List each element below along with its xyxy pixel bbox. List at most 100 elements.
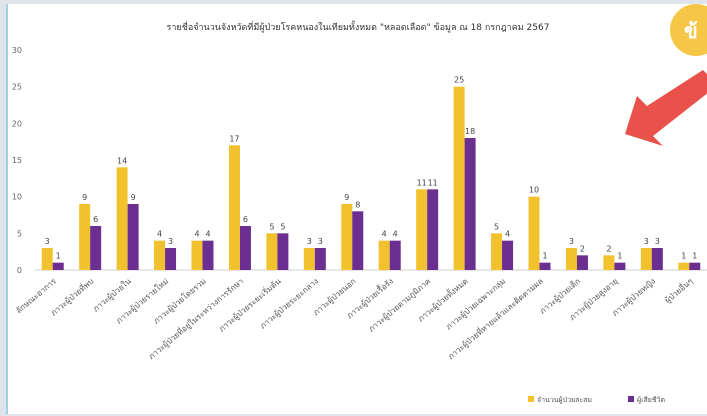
bar-series-2 (427, 189, 439, 270)
legend-swatch (628, 396, 634, 402)
data-label: 2 (606, 244, 611, 253)
chart-panel: รายชื่อจำนวนจังหวัดที่มีผู้ป่วยโรคหนองใน… (6, 4, 707, 414)
x-tick-label: ภาวะผู้ป่วยระยะเริ่มต้น (216, 275, 284, 335)
data-label: 4 (382, 230, 387, 239)
bar-series-1 (79, 204, 91, 270)
data-label: 3 (644, 237, 649, 246)
bar-series-2 (614, 262, 626, 270)
legend: จำนวนผู้ป่วยสะสม ผู้เสียชีวิต (528, 396, 666, 404)
data-label: 4 (205, 230, 210, 239)
bar-series-2 (127, 204, 139, 270)
bar-series-2 (689, 262, 701, 270)
data-label: 5 (280, 222, 285, 231)
data-label: 11 (428, 178, 438, 187)
data-label: 9 (131, 193, 136, 202)
bar-series-2 (352, 211, 364, 270)
y-tick-label: 0 (17, 266, 22, 275)
bar-series-2 (277, 233, 289, 270)
bar-series-1 (154, 240, 166, 270)
bar-series-2 (165, 248, 177, 270)
bar-series-2 (314, 248, 326, 270)
bar-series-1 (191, 240, 203, 270)
bar-series-1 (678, 262, 690, 270)
x-tick-label: ผู้ป่วยอื่นๆ (662, 275, 695, 306)
badge-text: ข้ (684, 19, 698, 43)
data-label: 3 (318, 237, 323, 246)
legend-swatch (528, 396, 534, 402)
y-tick-label: 20 (12, 119, 22, 128)
pointer-arrow-icon (625, 70, 707, 146)
bar-series-1 (528, 196, 540, 270)
data-label: 3 (45, 237, 50, 246)
data-label: 3 (307, 237, 312, 246)
bar-series-1 (303, 248, 315, 270)
data-label: 1 (56, 252, 61, 261)
data-label: 4 (194, 230, 199, 239)
bar-series-2 (502, 240, 514, 270)
data-label: 5 (494, 222, 499, 231)
data-label: 4 (393, 230, 398, 239)
bar-series-1 (640, 248, 652, 270)
data-label: 1 (681, 252, 686, 261)
y-tick-label: 10 (12, 193, 22, 202)
data-label: 4 (157, 230, 162, 239)
bar-series-1 (453, 86, 465, 271)
bar-series-2 (202, 240, 214, 270)
data-label: 3 (168, 237, 173, 246)
bar-series-2 (651, 248, 663, 270)
bar-series-1 (416, 189, 428, 270)
bar-series-1 (378, 240, 390, 270)
y-tick-label: 5 (17, 229, 22, 238)
data-label: 1 (542, 252, 547, 261)
y-tick-label: 30 (12, 46, 22, 55)
bar-series-1 (41, 248, 53, 270)
data-label: 10 (529, 186, 539, 195)
data-label: 14 (117, 156, 127, 165)
bar-series-2 (539, 262, 551, 270)
bar-series-2 (52, 262, 64, 270)
legend-label: ผู้เสียชีวิต (637, 396, 666, 404)
data-label: 8 (355, 200, 360, 209)
bar-series-2 (464, 138, 476, 270)
arrow-icon (625, 70, 707, 146)
data-label: 3 (655, 237, 660, 246)
bar-chart: รายชื่อจำนวนจังหวัดที่มีผู้ป่วยโรคหนองใน… (12, 4, 707, 404)
data-label: 9 (82, 193, 87, 202)
bar-series-2 (389, 240, 401, 270)
bar-series-1 (565, 248, 577, 270)
bar-series-1 (341, 204, 353, 270)
data-label: 11 (417, 178, 427, 187)
category-labels: ลักษณะอาการภาวะผู้ป่วยที่พบภาวะผู้ป่วยใน… (14, 275, 695, 362)
bar-series-1 (228, 145, 240, 270)
data-label: 18 (465, 127, 475, 136)
bar-series-2 (576, 255, 588, 270)
badge-circle-icon (670, 4, 707, 56)
data-label: 6 (93, 215, 98, 224)
data-label: 1 (617, 252, 622, 261)
y-tick-label: 15 (12, 156, 22, 165)
data-label: 4 (505, 230, 510, 239)
data-label: 3 (569, 237, 574, 246)
y-tick-label: 25 (12, 83, 22, 92)
bar-series-1 (603, 255, 615, 270)
data-label: 5 (269, 222, 274, 231)
x-tick-label: ภาวะผู้ป่วยตามภูมิภาค (367, 277, 433, 335)
data-label: 2 (580, 244, 585, 253)
badge: ข้ (670, 4, 707, 56)
bar-series-2 (239, 226, 251, 270)
data-label: 17 (229, 134, 239, 143)
bar-series-1 (491, 233, 503, 270)
chart-title: รายชื่อจำนวนจังหวัดที่มีผู้ป่วยโรคหนองใน… (167, 20, 550, 33)
bar-series-1 (266, 233, 278, 270)
data-label: 1 (692, 252, 697, 261)
data-label: 6 (243, 215, 248, 224)
bar-series-2 (90, 226, 102, 270)
bar-series-1 (116, 167, 128, 270)
data-label: 25 (454, 76, 464, 85)
data-label: 9 (344, 193, 349, 202)
bars (41, 86, 701, 271)
legend-label: จำนวนผู้ป่วยสะสม (537, 396, 592, 404)
